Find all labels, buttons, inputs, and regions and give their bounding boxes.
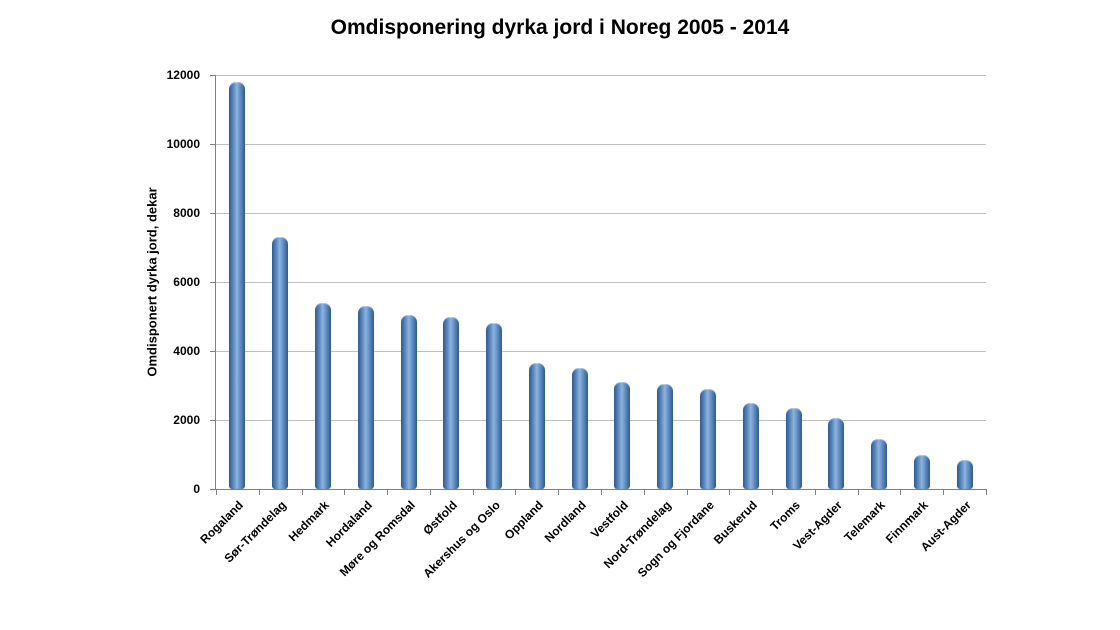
x-tick-mark <box>515 489 517 495</box>
x-tick-mark <box>301 489 303 495</box>
bar-telemark <box>871 438 888 489</box>
y-tick-labels: 0 2000 4000 6000 8000 10000 12000 <box>0 68 206 496</box>
x-tick-labels: Rogaland Sør-Trøndelag Hedmark Hordaland Mør… <box>198 490 985 625</box>
x-tick-mark <box>772 489 774 495</box>
y-tick-label: 4000 <box>173 344 200 358</box>
y-tick-label: 12000 <box>166 68 200 82</box>
x-tick-label: Hordaland <box>322 498 375 550</box>
bar-hedmark <box>314 302 331 489</box>
y-tick-label: 10000 <box>166 137 200 151</box>
bar-buskerud <box>742 402 759 489</box>
x-tick-mark <box>686 489 688 495</box>
gridline <box>216 351 986 352</box>
x-tick-mark <box>472 489 474 495</box>
plot-area <box>210 75 987 495</box>
bar-vest-agder <box>828 418 845 489</box>
x-tick-mark <box>601 489 602 495</box>
x-tick-label: Buskerud <box>710 498 760 548</box>
x-tick-mark <box>900 489 902 495</box>
y-tick-mark <box>210 213 216 214</box>
x-tick-mark <box>558 489 560 495</box>
y-tick-mark <box>210 75 216 76</box>
chart-title: Omdisponering dyrka jord i Noreg 2005 - … <box>330 16 790 39</box>
gridline <box>216 75 986 76</box>
gridline <box>216 420 986 421</box>
bar-nord-tr-ndelag <box>657 383 674 489</box>
bar-s-r-tr-ndelag <box>272 237 289 489</box>
y-tick-mark <box>210 144 216 145</box>
x-tick-mark <box>814 489 816 495</box>
x-tick-mark <box>387 489 389 495</box>
y-tick-label: 8000 <box>173 206 200 220</box>
bar-akershus-og-oslo <box>486 323 503 489</box>
y-tick-mark <box>210 420 216 421</box>
bar-m-re-og-romsdal <box>400 314 417 489</box>
bar-sogn-og-fjordane <box>699 388 716 489</box>
bar-vestfold <box>614 382 631 489</box>
x-tick-label: Aust-Agder <box>917 498 974 555</box>
bar-aust-agder <box>956 459 973 489</box>
x-tick-mark <box>258 489 260 495</box>
x-tick-mark <box>729 489 731 495</box>
bar-hordaland <box>357 306 374 489</box>
y-tick-label: 2000 <box>173 413 200 427</box>
x-tick-mark <box>986 489 987 495</box>
x-tick-label: Finnmark <box>882 498 931 547</box>
gridline <box>216 282 986 283</box>
gridline <box>216 213 986 214</box>
y-tick-mark <box>210 489 216 490</box>
x-tick-mark <box>344 489 346 495</box>
y-tick-mark <box>210 282 216 283</box>
x-tick-mark <box>943 489 945 495</box>
x-tick-mark <box>216 489 217 495</box>
x-tick-label: Oppland <box>501 498 546 543</box>
y-tick-label: 6000 <box>173 275 200 289</box>
y-tick-label: 0 <box>193 482 200 496</box>
bar-finnmark <box>913 454 930 489</box>
bar--stfold <box>443 316 460 489</box>
gridline <box>216 144 986 145</box>
y-tick-mark <box>210 351 216 352</box>
bar-troms <box>785 407 802 489</box>
bar-nordland <box>571 368 588 489</box>
bar-oppland <box>528 363 545 489</box>
bar-rogaland <box>229 81 246 489</box>
x-tick-mark <box>857 489 859 495</box>
x-tick-mark <box>429 489 431 495</box>
x-tick-mark <box>643 489 645 495</box>
